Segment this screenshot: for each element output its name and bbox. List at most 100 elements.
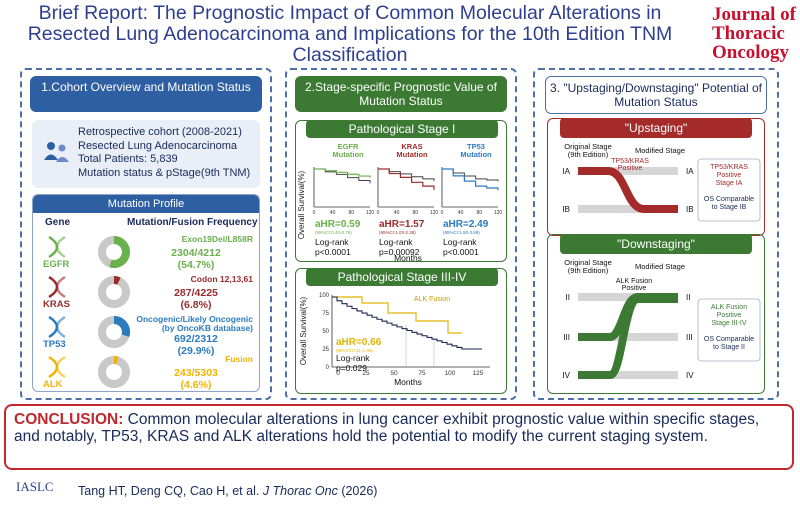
- km-mini-label: KRAS Mutation: [396, 142, 428, 159]
- gene-percent: (4.6%): [180, 379, 212, 391]
- down-bar: [578, 371, 678, 379]
- mini-tick: 40: [394, 210, 400, 216]
- big-ytick: 100: [319, 293, 330, 299]
- mini-tick: 80: [477, 210, 483, 216]
- dna-icon: [48, 315, 66, 339]
- downstaging-title: "Downstaging": [560, 234, 752, 254]
- big-xtick: 0: [336, 370, 340, 377]
- mini-tick: 120: [366, 210, 375, 216]
- big-xtick: 125: [473, 370, 484, 377]
- gene-count: 243/5303: [174, 367, 218, 379]
- frequency-donut: [98, 276, 130, 308]
- up-bar-ia: [578, 167, 678, 175]
- mini-tick: 0: [313, 210, 316, 216]
- ylabel-stage1: Overall Survival(%): [297, 170, 306, 239]
- down-stage-left: II: [566, 293, 570, 302]
- km-mini-1: KRAS Mutation 0 40 80 120 aHR=1.57(95%CI:1.03-…: [377, 142, 439, 257]
- cohort-line-4: Mutation status & pStage(9th TNM): [78, 166, 251, 179]
- downstaging-diagram: Original Stage (9th Edition) Modified Stag…: [562, 258, 761, 380]
- frequency-donut: [98, 236, 130, 268]
- big-ci: (95%CI:0.41-1.06): [336, 348, 373, 353]
- mini-tick: 80: [413, 210, 419, 216]
- big-xtick: 100: [445, 370, 456, 377]
- km-mini-label: EGFR Mutation: [332, 142, 364, 159]
- big-xtick: 50: [390, 370, 398, 377]
- gene-name: ALK: [43, 379, 63, 390]
- panel1-title: 1.Cohort Overview and Mutation Status: [30, 76, 262, 112]
- gene-row-kras: KRAS Codon 12,13,61 287/4225 (6.8%): [33, 273, 259, 313]
- cohort-line-2: Resected Lung Adenocarcinoma: [78, 139, 237, 152]
- wt-curve: [332, 296, 482, 350]
- ylabel-stage34: Overall Survival(%): [299, 296, 308, 365]
- mini-tick: 40: [330, 210, 336, 216]
- downstaging-box: "Downstaging" Original Stage (9th Edition…: [547, 234, 765, 394]
- down-stage-left: III: [563, 333, 570, 342]
- mutation-profile: Mutation Profile Gene Mutation/Fusion Fr…: [32, 194, 260, 392]
- mini-logrank: Log-rank: [443, 237, 477, 247]
- mini-logrank: Log-rank: [379, 237, 413, 247]
- up-flow: [578, 167, 678, 213]
- col-gene: Gene: [45, 217, 71, 228]
- footer: IASLC Tang HT, Deng CQ, Cao H, et al. J …: [0, 476, 800, 508]
- cohort-line-3: Total Patients: 5,839: [78, 153, 178, 165]
- donut-slice: [113, 316, 130, 337]
- mini-tick: 0: [441, 210, 444, 216]
- journal-word-3: Oncology: [712, 42, 790, 63]
- big-logrank: Log-rank: [336, 353, 370, 363]
- cohort-line-1: Retrospective cohort (2008-2021): [78, 126, 242, 138]
- mini-ci: (95%CI:1.03-2.38): [379, 230, 416, 235]
- down-tag: ALK Fusion Positive: [616, 278, 652, 292]
- citation-authors: Tang HT, Deng CQ, Cao H, et al.: [78, 484, 263, 498]
- xlabel-stage1: Months: [394, 253, 422, 263]
- big-ahr: aHR=0.66: [336, 337, 382, 348]
- alk-curve: [332, 296, 462, 334]
- mini-tick: 120: [494, 210, 503, 216]
- donut-slice: [109, 236, 130, 268]
- down-orig-label: Original Stage (9th Edition): [564, 258, 612, 275]
- citation-year: (2026): [337, 484, 378, 498]
- upstaging-diagram: Original Stage (9th Edition) Modified Stag…: [562, 142, 761, 222]
- panel-prognostic: 2.Stage-specific Prognostic Value of Mut…: [285, 68, 517, 400]
- gene-detail: Oncogenic/Likely Oncogenic (by OncoKB da…: [136, 314, 253, 333]
- gene-row-alk: ALK Fusion 243/5303 (4.6%): [33, 353, 259, 393]
- down-flow-2: [578, 295, 678, 379]
- gene-detail: Fusion: [225, 354, 253, 364]
- up-bar-ib: [578, 205, 678, 213]
- big-ytick: 0: [326, 365, 330, 371]
- mini-p: p<0.0001: [443, 247, 479, 257]
- dna-icon: [48, 355, 66, 379]
- profile-title: Mutation Profile: [33, 195, 259, 213]
- gene-row-tp53: TP53 Oncogenic/Likely Oncogenic (by OncoK…: [33, 313, 259, 358]
- gene-name: TP53: [43, 339, 66, 350]
- stage1-title: Pathological Stage I: [306, 120, 498, 138]
- gene-percent: (54.7%): [177, 259, 215, 271]
- big-series-label: ALK Fusion: [414, 296, 450, 303]
- gene-count: 2304/4212: [171, 247, 221, 259]
- col-frequency: Mutation/Fusion Frequency: [127, 217, 258, 228]
- frequency-donut: [98, 316, 130, 348]
- mini-tick: 0: [377, 210, 380, 216]
- down-stage-left: IV: [562, 371, 570, 380]
- down-mod-label: Modified Stage: [635, 262, 685, 271]
- down-note2: OS Comparable to Stage II: [704, 336, 754, 351]
- conclusion-box: CONCLUSION: Common molecular alterations…: [4, 404, 794, 470]
- frequency-donut: [98, 356, 130, 388]
- big-xtick: 75: [418, 370, 426, 377]
- gene-percent: (6.8%): [180, 299, 212, 311]
- mini-ahr: aHR=2.49: [443, 219, 489, 230]
- gene-count: 287/4225: [174, 287, 218, 299]
- cohort-box: Retrospective cohort (2008-2021) Resecte…: [32, 120, 260, 188]
- down-bar: [578, 293, 678, 301]
- iaslc-logo: IASLC: [16, 479, 54, 494]
- big-ytick: 50: [322, 329, 329, 335]
- down-note1: ALK Fusion Positive Stage III-IV: [711, 304, 747, 327]
- dna-icon: [48, 275, 66, 299]
- gene-count: 692/2312: [174, 333, 218, 345]
- km-mini-0: EGFR Mutation 0 40 80 120 aHR=0.59(95%CI:0.43-…: [313, 142, 375, 257]
- mini-tick: 80: [349, 210, 355, 216]
- journal-word-2: Thoracic: [712, 23, 785, 44]
- stage34-box: Pathological Stage III-IV Overall Surviv…: [295, 268, 507, 394]
- km-mini-2: TP53 Mutation 0 40 80 120 aHR=2.49(95%CI:1.50-…: [441, 142, 503, 257]
- down-stage-right: II: [686, 293, 690, 302]
- xlabel-stage34: Months: [394, 377, 422, 387]
